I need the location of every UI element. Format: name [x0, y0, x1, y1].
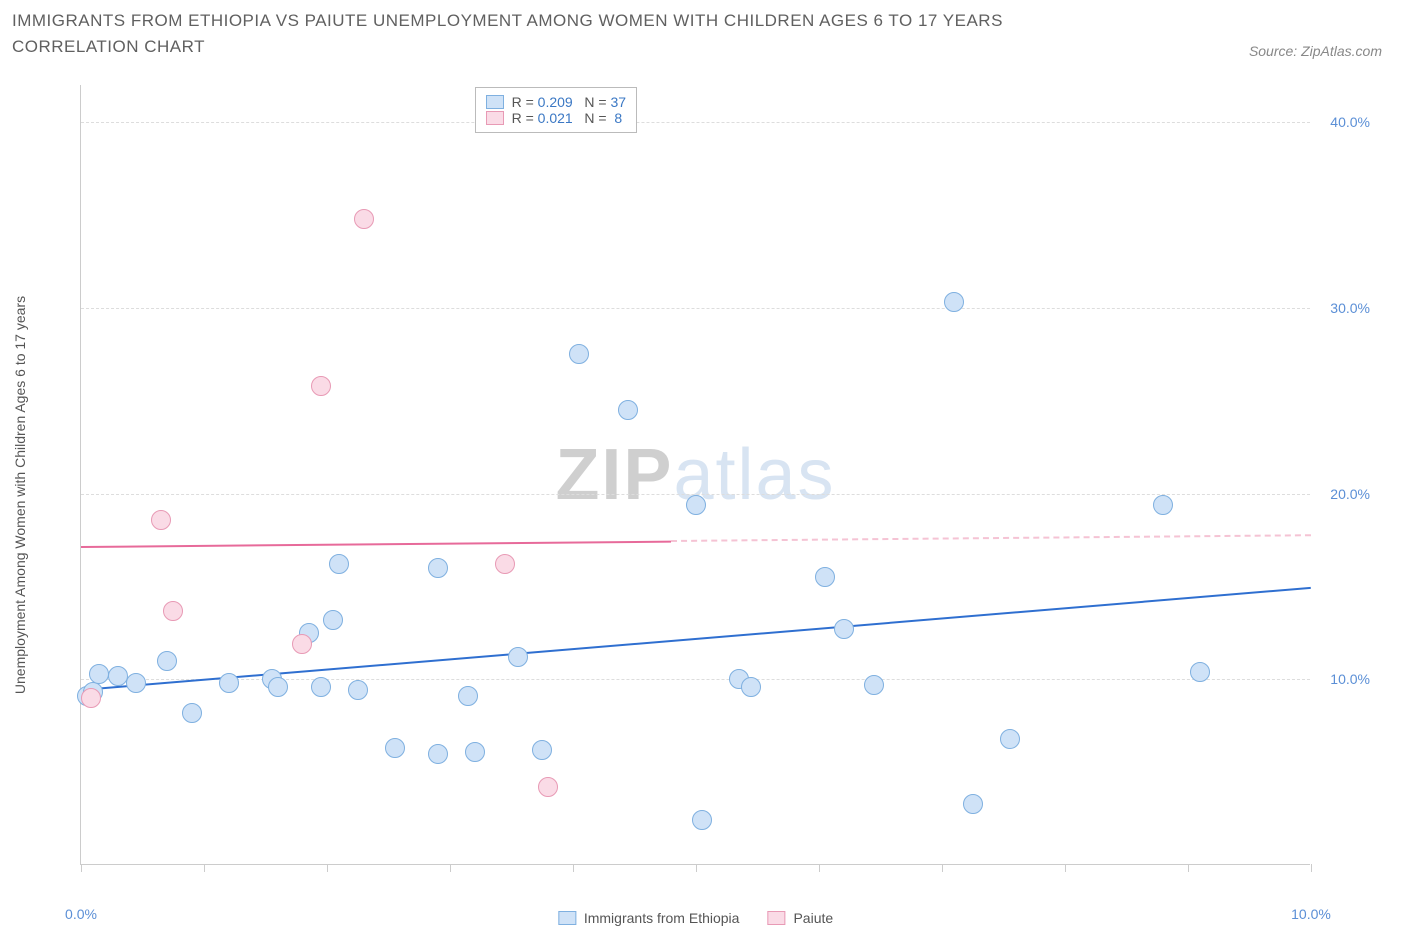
y-tick-label: 30.0%	[1330, 300, 1370, 316]
data-point	[89, 664, 109, 684]
correlation-legend: R = 0.209 N = 37R = 0.021 N = 8	[475, 87, 637, 133]
data-point	[428, 744, 448, 764]
data-point	[268, 677, 288, 697]
legend-text: R = 0.021 N = 8	[512, 110, 623, 126]
data-point	[495, 554, 515, 574]
data-point	[126, 673, 146, 693]
data-point	[329, 554, 349, 574]
data-point	[532, 740, 552, 760]
data-point	[163, 601, 183, 621]
data-point	[1000, 729, 1020, 749]
data-point	[182, 703, 202, 723]
data-point	[508, 647, 528, 667]
legend-swatch	[486, 111, 504, 125]
source-attribution: Source: ZipAtlas.com	[1249, 43, 1382, 59]
series-legend: Immigrants from Ethiopia Paiute	[558, 910, 833, 926]
y-tick-label: 40.0%	[1330, 114, 1370, 130]
data-point	[815, 567, 835, 587]
x-tick	[696, 864, 697, 872]
data-point	[741, 677, 761, 697]
legend-swatch	[558, 911, 576, 925]
y-tick-label: 20.0%	[1330, 486, 1370, 502]
x-tick	[819, 864, 820, 872]
data-point	[538, 777, 558, 797]
x-tick	[1188, 864, 1189, 872]
x-tick	[450, 864, 451, 872]
x-tick	[81, 864, 82, 872]
x-tick	[942, 864, 943, 872]
data-point	[354, 209, 374, 229]
data-point	[292, 634, 312, 654]
data-point	[108, 666, 128, 686]
x-tick-label: 10.0%	[1291, 906, 1331, 922]
data-point	[311, 376, 331, 396]
gridline	[81, 308, 1310, 309]
data-point	[618, 400, 638, 420]
data-point	[834, 619, 854, 639]
legend-row: R = 0.021 N = 8	[486, 110, 626, 126]
x-tick	[1065, 864, 1066, 872]
data-point	[311, 677, 331, 697]
legend-label: Immigrants from Ethiopia	[584, 910, 740, 926]
trend-line	[81, 540, 671, 547]
gridline	[81, 122, 1310, 123]
trend-line	[671, 534, 1311, 542]
legend-row: R = 0.209 N = 37	[486, 94, 626, 110]
data-point	[944, 292, 964, 312]
legend-item: Immigrants from Ethiopia	[558, 910, 740, 926]
data-point	[385, 738, 405, 758]
plot-area: ZIPatlas 10.0%20.0%30.0%40.0%0.0%10.0%R …	[80, 85, 1310, 865]
y-axis-label: Unemployment Among Women with Children A…	[12, 296, 28, 694]
chart-title: IMMIGRANTS FROM ETHIOPIA VS PAIUTE UNEMP…	[12, 8, 1112, 59]
x-tick	[204, 864, 205, 872]
data-point	[686, 495, 706, 515]
data-point	[323, 610, 343, 630]
data-point	[219, 673, 239, 693]
legend-swatch	[767, 911, 785, 925]
data-point	[428, 558, 448, 578]
data-point	[348, 680, 368, 700]
legend-item: Paiute	[767, 910, 833, 926]
x-tick	[327, 864, 328, 872]
data-point	[963, 794, 983, 814]
data-point	[1153, 495, 1173, 515]
chart-container: Unemployment Among Women with Children A…	[30, 80, 1390, 910]
legend-label: Paiute	[793, 910, 833, 926]
data-point	[692, 810, 712, 830]
data-point	[157, 651, 177, 671]
legend-text: R = 0.209 N = 37	[512, 94, 626, 110]
data-point	[569, 344, 589, 364]
data-point	[458, 686, 478, 706]
data-point	[465, 742, 485, 762]
y-tick-label: 10.0%	[1330, 671, 1370, 687]
data-point	[81, 688, 101, 708]
x-tick	[573, 864, 574, 872]
data-point	[1190, 662, 1210, 682]
data-point	[151, 510, 171, 530]
legend-swatch	[486, 95, 504, 109]
x-tick-label: 0.0%	[65, 906, 97, 922]
x-tick	[1311, 864, 1312, 872]
data-point	[864, 675, 884, 695]
